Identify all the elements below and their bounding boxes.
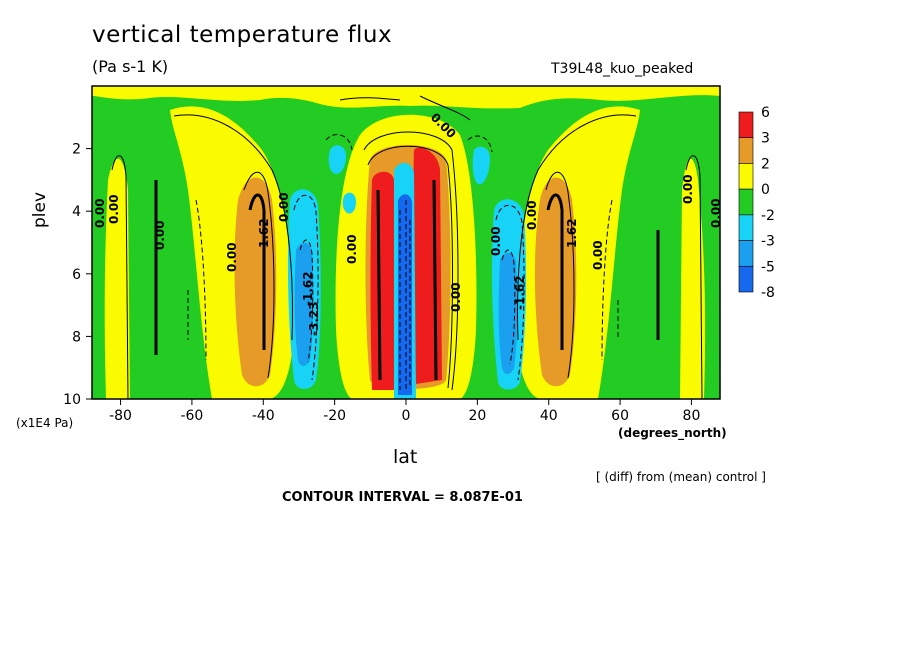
- contour-label: -1.62: [301, 271, 315, 306]
- top-yellow-band: [92, 86, 720, 109]
- contour-line-thick: [546, 193, 564, 350]
- run-label: T39L48_kuo_peaked: [551, 61, 694, 77]
- y-tick-label: 4: [72, 204, 81, 220]
- x-tick-label: -60: [180, 408, 203, 424]
- colorbar-swatch: [738, 240, 754, 267]
- x-tick-label: 60: [611, 408, 629, 424]
- colorbar-label: -8: [761, 285, 775, 301]
- contour-line: [363, 131, 459, 391]
- y-tick-label: 6: [72, 267, 81, 283]
- left-red-column: [370, 171, 396, 390]
- left-small-cyan-blob: [328, 145, 346, 175]
- contour-line-dashed: [195, 199, 207, 361]
- colorbar-label: 2: [761, 156, 770, 172]
- contour-label: 0.00: [525, 200, 539, 230]
- colorbar-swatch: [738, 111, 754, 139]
- axis-ticks: -80 -60 -40 -20 0 20 40 60 80 2 4 6 8 10: [63, 142, 700, 424]
- contour-label: -3.23: [307, 301, 321, 336]
- colorbar-label: 3: [761, 131, 770, 147]
- comparison-note: [ (diff) from (mean) control ]: [596, 470, 766, 484]
- colorbar-label: -5: [761, 259, 775, 275]
- contour-line: [173, 114, 293, 341]
- contour-line-dashed: [325, 134, 353, 151]
- right-small-cyan-blob: [472, 146, 490, 185]
- center-blue-column: [398, 194, 412, 395]
- contour-label: 0.00: [345, 234, 359, 264]
- contour-line-thick: [432, 179, 438, 381]
- contour-label: 1.62: [565, 218, 579, 248]
- x-tick-label: -40: [252, 408, 275, 424]
- colorbar-label: 6: [761, 105, 770, 121]
- contour-line-dashed: [501, 249, 516, 365]
- x-tick-label: -80: [109, 408, 132, 424]
- left-orange-lobe: [234, 177, 277, 387]
- x-axis-label: lat: [393, 446, 418, 468]
- contour-label: 0.00: [225, 242, 239, 272]
- chart-title: vertical temperature flux: [92, 22, 393, 48]
- colorbar-swatch: [738, 188, 754, 216]
- contour-label: 0.00: [709, 198, 723, 228]
- y-axis-units: (x1E4 Pa): [16, 416, 74, 430]
- y-tick-label: 8: [72, 329, 81, 345]
- left-small-cyan-blob-2: [342, 192, 356, 214]
- left-blue-lobe: [294, 242, 314, 366]
- contour-label: 0.00: [449, 282, 463, 312]
- contour-line: [111, 155, 129, 399]
- x-axis-units: (degrees_north): [618, 426, 727, 440]
- x-tick-label: 0: [402, 408, 411, 424]
- contour-line-dashed: [293, 194, 319, 381]
- contour-line: [685, 155, 703, 399]
- contour-line: [367, 145, 453, 389]
- contour-label: 0.00: [277, 192, 291, 222]
- right-outer-yellow-lobe: [680, 158, 706, 399]
- y-tick-label: 10: [63, 392, 81, 408]
- contour-line-thick: [376, 189, 382, 381]
- colorbar-swatch: [738, 137, 754, 164]
- y-axis-label: plev: [30, 191, 50, 228]
- colorbar-label: 0: [761, 182, 770, 198]
- contour-label: 0.00: [153, 220, 167, 250]
- contour-line-dashed: [495, 204, 525, 381]
- colorbar-swatch: [738, 163, 754, 190]
- right-orange-lobe: [534, 177, 577, 387]
- colorbar: 6 3 2 0 -2 -3 -5 -8: [738, 105, 775, 301]
- contour-line-dashed: [601, 199, 613, 361]
- contour-interval: CONTOUR INTERVAL = 8.087E-01: [282, 490, 523, 505]
- colorbar-label: -2: [761, 208, 775, 224]
- x-tick-label: 20: [468, 408, 486, 424]
- contour-label: 0.00: [681, 174, 695, 204]
- left-outer-yellow-lobe: [104, 158, 130, 399]
- contour-line: [517, 114, 637, 341]
- contour-line: [419, 95, 471, 121]
- contour-line-thick: [248, 193, 266, 350]
- contour-line: [545, 171, 575, 379]
- x-tick-label: 80: [683, 408, 701, 424]
- contour-label: 0.00: [93, 198, 107, 228]
- contour-label: 0.00: [591, 240, 605, 270]
- contour-line: [243, 171, 275, 379]
- contour-label: 0.00: [489, 226, 503, 256]
- colorbar-swatch: [738, 265, 754, 293]
- colorbar-swatch: [738, 214, 754, 241]
- y-tick-label: 2: [72, 142, 81, 158]
- chart-units: (Pa s-1 K): [92, 57, 169, 76]
- x-tick-label: -20: [323, 408, 346, 424]
- contour-line: [339, 97, 401, 101]
- right-red-column: [413, 147, 442, 384]
- contour-label: 0.00: [107, 194, 121, 224]
- contour-line-dashed: [299, 239, 314, 363]
- contour-label: -1.62: [513, 275, 527, 310]
- x-tick-label: 40: [540, 408, 558, 424]
- contour-label: 1.62: [257, 218, 271, 248]
- contour-line-dashed: [467, 135, 493, 153]
- colorbar-label: -3: [761, 234, 775, 250]
